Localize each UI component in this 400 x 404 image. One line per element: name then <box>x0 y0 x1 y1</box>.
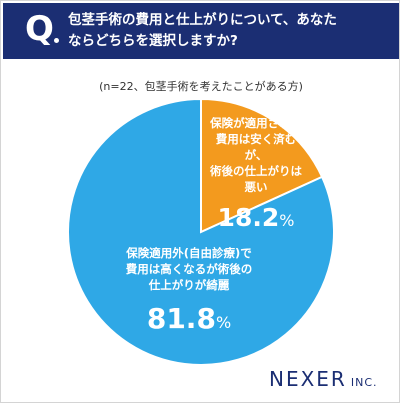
logo-suffix: INC. <box>350 376 378 389</box>
slice-1-value: 81.8 <box>146 302 216 335</box>
slice-label-orange: 保険が適用されて 費用は安く済むが、 術後の仕上がりは悪い 18.2% <box>207 115 305 236</box>
slice-1-unit: % <box>215 313 232 332</box>
slice-label-blue: 保険適用外(自由診療)で 費用は高くなるが術後の 仕上がりが綺麗 81.8% <box>103 245 275 339</box>
slice-0-percent: 18.2% <box>207 203 305 236</box>
question-header: Q 包茎手術の費用と仕上がりについて、あなた ならどちらを選択しますか? <box>3 3 399 59</box>
slice-1-line-1: 保険適用外(自由診療)で <box>126 246 252 260</box>
pie-slice-1 <box>67 97 335 366</box>
nexer-logo: NEXER INC. <box>269 367 378 391</box>
slice-1-line-2: 費用は高くなるが術後の <box>125 262 253 276</box>
sample-note: (n=22、包茎手術を考えたことがある方) <box>99 80 303 93</box>
question-line-2: ならどちらを選択しますか? <box>68 33 238 49</box>
slice-0-value: 18.2 <box>217 203 280 232</box>
question-line-1: 包茎手術の費用と仕上がりについて、あなた <box>68 12 337 28</box>
q-mark: Q <box>25 9 54 49</box>
slice-1-percent: 81.8% <box>103 303 275 339</box>
slice-0-line-3: 術後の仕上がりは悪い <box>210 164 302 194</box>
slice-0-line-2: 費用は安く済むが、 <box>215 132 297 162</box>
slice-1-line-3: 仕上がりが綺麗 <box>148 278 230 292</box>
logo-main: NEXER <box>269 367 347 391</box>
pie-slice-0 <box>200 97 324 234</box>
question-text: 包茎手術の費用と仕上がりについて、あなた ならどちらを選択しますか? <box>68 10 393 52</box>
slice-0-line-1: 保険が適用されて <box>210 116 302 130</box>
q-dot <box>54 38 59 43</box>
slice-0-unit: % <box>279 211 295 230</box>
